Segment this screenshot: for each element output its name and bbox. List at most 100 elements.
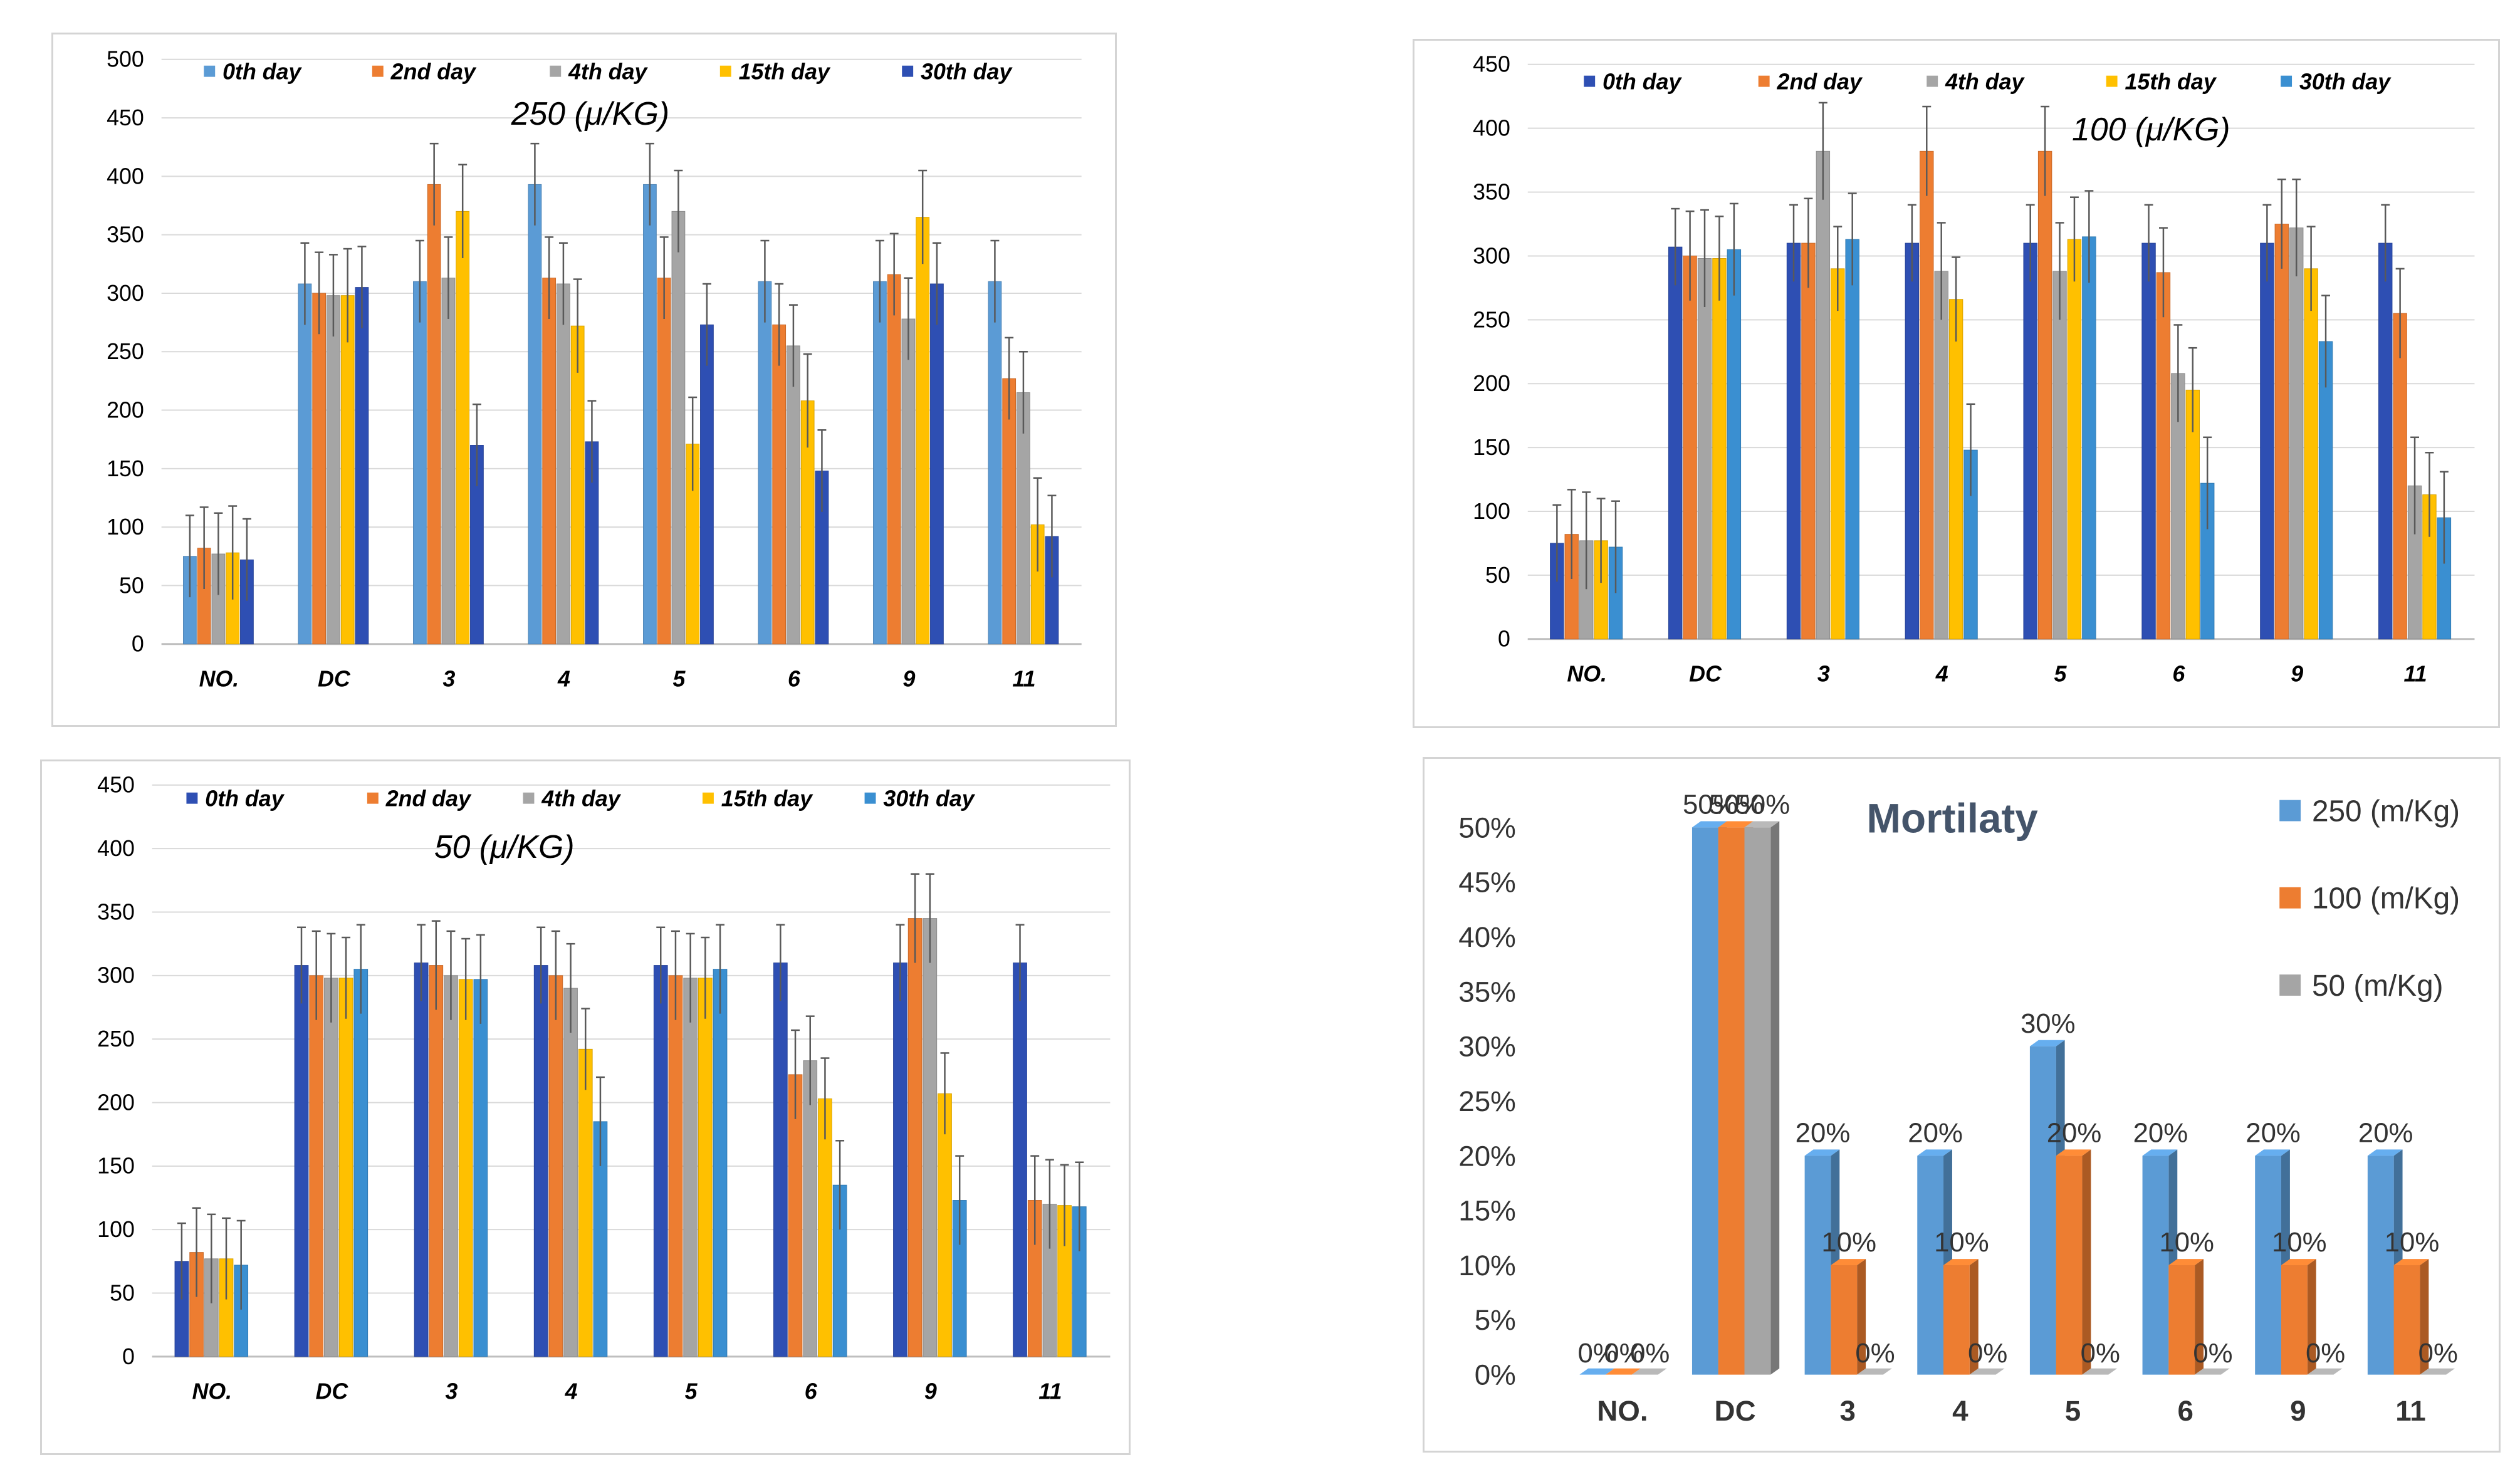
bar-top	[1857, 1368, 1892, 1375]
y-tick-label: 200	[107, 397, 144, 422]
legend-swatch	[2106, 75, 2118, 87]
y-tick-label: 150	[1473, 435, 1510, 460]
bar-side	[1857, 1259, 1866, 1375]
bar	[671, 211, 686, 645]
bar	[773, 963, 788, 1357]
bar	[668, 975, 683, 1357]
y-tick-label: 100	[1473, 499, 1510, 524]
y-tick-label: 45%	[1458, 867, 1516, 899]
bar	[1718, 827, 1745, 1375]
data-label: 0%	[1968, 1338, 2007, 1369]
bar	[1934, 271, 1948, 640]
bar	[340, 295, 355, 645]
bar	[772, 324, 787, 645]
bar	[2037, 150, 2052, 640]
bar	[2393, 313, 2407, 640]
chart-panel-100: 0 50 100 150 200 250 300 350 400 450 NO. DC 3 4 5 6 9 11 0…	[1413, 39, 2500, 728]
legend-swatch	[2281, 75, 2293, 87]
data-label: 20%	[2358, 1117, 2413, 1148]
x-tick-label: 4	[557, 666, 570, 691]
legend-label: 30th day	[921, 60, 1013, 85]
y-tick-label: 0%	[1475, 1359, 1516, 1391]
bar-top	[2393, 1259, 2429, 1266]
bar	[2367, 1156, 2394, 1375]
bar	[557, 283, 570, 645]
x-tick-label: DC	[1689, 661, 1722, 686]
y-tick-label: 500	[107, 47, 144, 72]
legend-label: 15th day	[2125, 70, 2217, 95]
bar	[2289, 227, 2304, 640]
bar	[988, 281, 1002, 645]
data-label: 20%	[1796, 1117, 1851, 1148]
legend-label: 2nd day	[390, 60, 477, 85]
chart-50-svg: 0 50 100 150 200 250 300 350 400 450 NO. DC 3 4 5 6 9 11 0…	[97, 773, 1111, 1404]
x-tick-label: 3	[446, 1379, 458, 1404]
bar	[683, 978, 698, 1357]
bar	[2141, 243, 2156, 640]
x-tick-label: DC	[1715, 1395, 1756, 1427]
y-tick-label: 25%	[1458, 1085, 1516, 1117]
y-tick-label: 50	[119, 573, 144, 598]
data-label: 0%	[2418, 1338, 2458, 1369]
bar	[1845, 239, 1859, 640]
x-tick-label: 9	[2291, 661, 2303, 686]
bar	[473, 979, 488, 1357]
y-tick-label: 400	[97, 836, 135, 861]
x-tick-label: 6	[2177, 1395, 2193, 1427]
bar-top	[1606, 1368, 1641, 1375]
bar-side	[2420, 1259, 2429, 1375]
legend-label: 15th day	[739, 60, 831, 85]
y-tick-label: 450	[1473, 52, 1510, 77]
bar	[700, 324, 714, 645]
x-tick-label: 3	[1817, 661, 1830, 686]
bar-side	[1770, 821, 1780, 1375]
x-tick-label: 4	[1952, 1395, 1968, 1427]
bar	[657, 278, 671, 645]
data-label: 10%	[2159, 1227, 2214, 1258]
bar	[413, 281, 427, 645]
y-tick-label: 400	[1473, 116, 1510, 141]
bar	[2156, 272, 2171, 640]
y-tick-label: 150	[97, 1154, 135, 1179]
bar-top	[1744, 821, 1780, 828]
bar	[548, 975, 563, 1357]
bar-top	[1917, 1149, 1952, 1156]
bar	[787, 345, 800, 645]
bar	[533, 965, 548, 1357]
x-tick-label: 3	[442, 666, 455, 691]
bar	[2304, 268, 2318, 640]
bar	[578, 1048, 593, 1357]
bar	[456, 211, 470, 645]
bar	[1831, 268, 1845, 640]
bar	[1668, 246, 1683, 640]
y-tick-label: 0	[1498, 627, 1510, 652]
legend-label: 30th day	[883, 786, 975, 812]
y-tick-label: 250	[1473, 307, 1510, 332]
bar-top	[2195, 1368, 2230, 1375]
chart-subtitle: 100 (μ/KG)	[2072, 111, 2230, 147]
bar	[427, 184, 441, 645]
bar	[643, 184, 657, 645]
bar	[1831, 1265, 1858, 1375]
legend-label: 4th day	[568, 60, 648, 85]
data-label: 20%	[2133, 1117, 2188, 1148]
bar	[2260, 243, 2274, 640]
y-tick-label: 0	[122, 1344, 135, 1369]
x-tick-label: 11	[2403, 661, 2427, 686]
x-tick-label: 5	[2054, 661, 2068, 686]
x-tick-label: 6	[2172, 661, 2185, 686]
bar	[1691, 827, 1718, 1375]
y-tick-label: 450	[107, 105, 144, 130]
x-tick-label: 4	[565, 1379, 578, 1404]
bar	[2142, 1156, 2169, 1375]
bar	[1804, 1156, 1831, 1375]
data-label: 10%	[1821, 1227, 1876, 1258]
x-tick-label: NO.	[1597, 1395, 1648, 1427]
bar	[1744, 827, 1771, 1375]
y-tick-label: 40%	[1458, 921, 1516, 953]
y-tick-label: 15%	[1458, 1195, 1516, 1227]
bar-top	[1579, 1368, 1615, 1375]
legend-swatch	[702, 792, 714, 804]
chart-100-svg: 0 50 100 150 200 250 300 350 400 450 NO. DC 3 4 5 6 9 11 0…	[1473, 52, 2475, 686]
bar	[653, 965, 668, 1357]
